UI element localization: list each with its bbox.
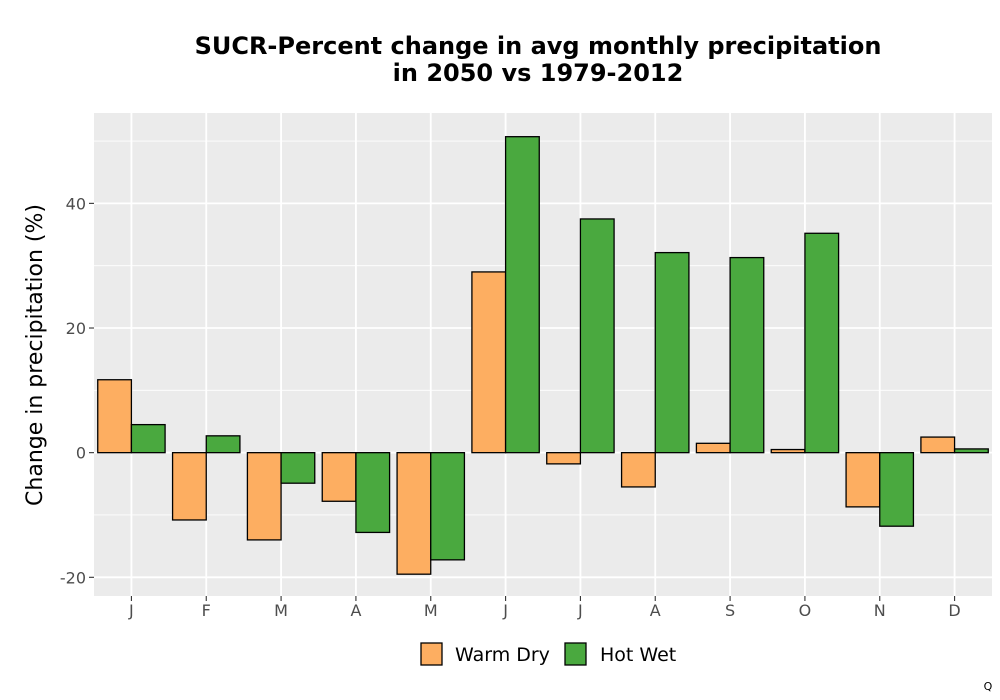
bar-warm-dry [396, 452, 432, 575]
bar-warm-dry [171, 452, 207, 521]
x-tick-label: A [350, 601, 361, 620]
x-tick-label: J [577, 601, 583, 620]
legend-label-warm-dry: Warm Dry [455, 644, 550, 666]
bar-hot-wet [654, 251, 690, 454]
legend-swatch-hot-wet [564, 642, 587, 666]
bar-warm-dry [321, 452, 357, 502]
bar-warm-dry [770, 448, 806, 454]
y-tick-label: -20 [60, 568, 86, 587]
bar-warm-dry [920, 436, 956, 454]
bar-warm-dry [546, 452, 582, 465]
x-tick-label: D [948, 601, 960, 620]
y-tick-label: 0 [76, 444, 86, 463]
y-ticks: -20 0 20 40 [60, 194, 94, 587]
bar-hot-wet [729, 256, 765, 454]
bar-hot-wet [953, 448, 989, 454]
bar-warm-dry [97, 379, 133, 454]
bar-warm-dry [471, 271, 507, 454]
x-tick-label: J [128, 601, 134, 620]
x-tick-label: J [502, 601, 508, 620]
bars [97, 136, 989, 575]
bar-hot-wet [130, 423, 166, 454]
bar-warm-dry [845, 452, 881, 508]
bar-hot-wet [879, 452, 915, 527]
x-tick-label: F [202, 601, 211, 620]
bar-hot-wet [280, 452, 316, 484]
y-tick-label: 20 [66, 319, 86, 338]
bar-warm-dry [620, 452, 656, 488]
y-axis-label: Change in precipitation (%) [23, 204, 48, 506]
x-tick-label: N [874, 601, 886, 620]
chart-title-line2: in 2050 vs 1979-2012 [393, 59, 684, 87]
x-tick-label: A [650, 601, 661, 620]
bar-hot-wet [504, 136, 540, 454]
y-tick-label: 40 [66, 194, 86, 213]
bar-hot-wet [804, 232, 840, 454]
chart-title-line1: SUCR-Percent change in avg monthly preci… [195, 32, 882, 60]
plot-panel [94, 113, 992, 596]
x-tick-label: S [725, 601, 735, 620]
watermark-q: Q [984, 680, 993, 693]
legend-label-hot-wet: Hot Wet [600, 644, 676, 666]
bar-hot-wet [355, 452, 391, 534]
x-tick-label: M [424, 601, 438, 620]
x-tick-label: M [274, 601, 288, 620]
grid-minor [94, 140, 992, 516]
legend: Warm Dry Hot Wet [420, 642, 676, 666]
bar-hot-wet [430, 452, 466, 561]
bar-hot-wet [579, 218, 615, 454]
bar-warm-dry [246, 452, 282, 541]
bar-warm-dry [695, 442, 731, 454]
x-tick-label: O [799, 601, 812, 620]
bar-hot-wet [205, 435, 241, 454]
legend-swatch-warm-dry [420, 642, 443, 666]
